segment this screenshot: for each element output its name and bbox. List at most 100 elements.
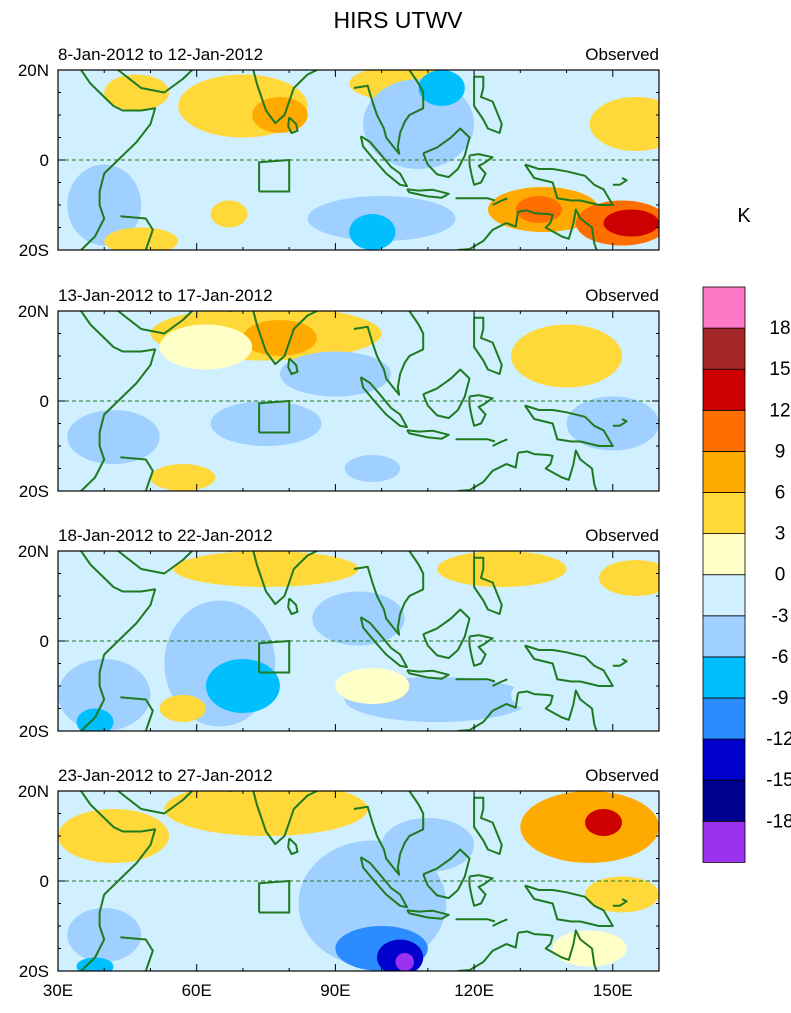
y-tick-label: 20S — [19, 482, 49, 501]
coastline — [353, 70, 425, 155]
colorbar-tick-label: 18 — [769, 318, 790, 339]
colorbar-tick-label: -12 — [766, 729, 791, 750]
coastline — [80, 311, 157, 491]
panel-left-title: 8-Jan-2012 to 12-Jan-2012 — [58, 45, 263, 64]
y-tick-label: 20S — [19, 722, 49, 741]
coastline — [473, 75, 503, 134]
y-tick-label: 20N — [18, 542, 49, 561]
coastline — [524, 644, 614, 687]
x-tick-label: 120E — [454, 981, 494, 1000]
anomaly-contour — [205, 659, 280, 713]
coastline — [287, 837, 299, 855]
anomaly-contour — [598, 560, 659, 596]
coastline — [229, 551, 318, 606]
coastline — [492, 211, 519, 231]
panel-right-title: Observed — [585, 766, 659, 785]
coastline — [120, 936, 154, 971]
colorbar-swatch — [702, 450, 746, 493]
colorbar-swatch — [702, 533, 746, 576]
colorbar-swatch — [702, 368, 746, 411]
anomaly-contour — [76, 957, 114, 971]
coastline — [80, 70, 157, 250]
map-panel: 20N 0 20S 23-Jan-2012 to 27-Jan-2012 Observe… — [18, 766, 660, 981]
panel-left-title: 13-Jan-2012 to 17-Jan-2012 — [58, 286, 273, 305]
x-tick-label: 150E — [593, 981, 633, 1000]
coastline — [117, 551, 193, 575]
coastline — [612, 658, 628, 667]
colorbar-tick-label: 9 — [775, 441, 786, 462]
coastline — [468, 394, 494, 427]
coastline — [353, 551, 425, 636]
anomaly-contour — [104, 74, 169, 111]
anomaly-contour — [437, 551, 567, 587]
panel-right-title: Observed — [585, 526, 659, 545]
y-tick-label: 20N — [18, 61, 49, 80]
anomaly-contour — [67, 410, 160, 464]
x-axis-labels: 30E 60E 90E 120E 150E — [43, 981, 633, 1000]
map-panel: 20N 0 20S 13-Jan-2012 to 17-Jan-2012 Observe… — [18, 286, 660, 501]
anomaly-contour — [159, 695, 206, 722]
coastline — [287, 597, 299, 615]
coastline — [353, 791, 425, 876]
colorbar-tick-label: -6 — [772, 647, 789, 668]
colorbar-swatch — [702, 615, 746, 658]
colorbar-tick-label: -15 — [766, 770, 791, 791]
colorbar-swatch — [702, 574, 746, 617]
coastline — [492, 452, 519, 472]
anomaly-contour — [104, 227, 179, 250]
coastline — [473, 556, 503, 615]
coastline — [359, 616, 408, 669]
coastline — [492, 197, 508, 206]
coastline — [517, 208, 598, 250]
coastline — [455, 678, 496, 683]
chart-title: HIRS UTWV — [333, 7, 463, 33]
coastline — [406, 669, 450, 680]
colorbar-units-label: K — [737, 205, 751, 227]
colorbar-swatch — [702, 697, 746, 740]
colorbar-tick-label: 0 — [775, 565, 786, 586]
coastline — [612, 177, 628, 186]
anomaly-contour — [210, 401, 322, 446]
coastline — [117, 70, 193, 94]
anomaly-contour — [210, 200, 248, 228]
coastline — [612, 418, 628, 427]
coastline — [353, 311, 425, 396]
anomaly-contour — [344, 455, 401, 482]
anomaly-contour — [585, 809, 623, 836]
anomaly-contour — [566, 396, 659, 451]
anomaly-contour — [349, 214, 396, 250]
anomaly-contour — [395, 953, 414, 971]
coastline — [492, 678, 508, 687]
coastline — [455, 918, 496, 923]
coastline — [492, 932, 519, 952]
colorbar: -18 -15 -12 -9 -6 -3 0 3 6 9 12 15 18 — [702, 286, 791, 863]
coastline — [468, 153, 494, 186]
coastline — [229, 70, 318, 125]
coastline — [492, 438, 508, 447]
coastline — [422, 368, 471, 420]
anomaly-contour — [150, 894, 243, 940]
panel-left-title: 18-Jan-2012 to 22-Jan-2012 — [58, 526, 273, 545]
colorbar-tick-label: 6 — [775, 483, 786, 504]
anomaly-contour — [279, 351, 391, 397]
panel-left-title: 23-Jan-2012 to 27-Jan-2012 — [58, 766, 273, 785]
colorbar-tick-label: 12 — [769, 400, 790, 421]
y-tick-label: 0 — [40, 872, 49, 891]
colorbar-swatch — [702, 492, 746, 534]
anomaly-contour — [252, 97, 308, 133]
map-panel: 20N 0 20S 8-Jan-2012 to 12-Jan-2012 Observed — [18, 45, 660, 260]
anomaly-contour — [312, 591, 405, 646]
y-tick-label: 0 — [40, 151, 49, 170]
coastline — [517, 449, 598, 491]
anomaly-contour — [585, 876, 659, 913]
coastline — [524, 404, 614, 447]
map-panel: 20N 0 20S 18-Jan-2012 to 22-Jan-2012 Observe… — [18, 526, 660, 741]
coastline — [120, 456, 154, 491]
colorbar-swatch — [702, 738, 746, 781]
colorbar-tick-label: -18 — [766, 811, 791, 832]
anomaly-contour — [159, 324, 253, 370]
coastline — [117, 311, 193, 335]
anomaly-contour — [515, 196, 562, 223]
colorbar-swatch — [702, 656, 746, 699]
